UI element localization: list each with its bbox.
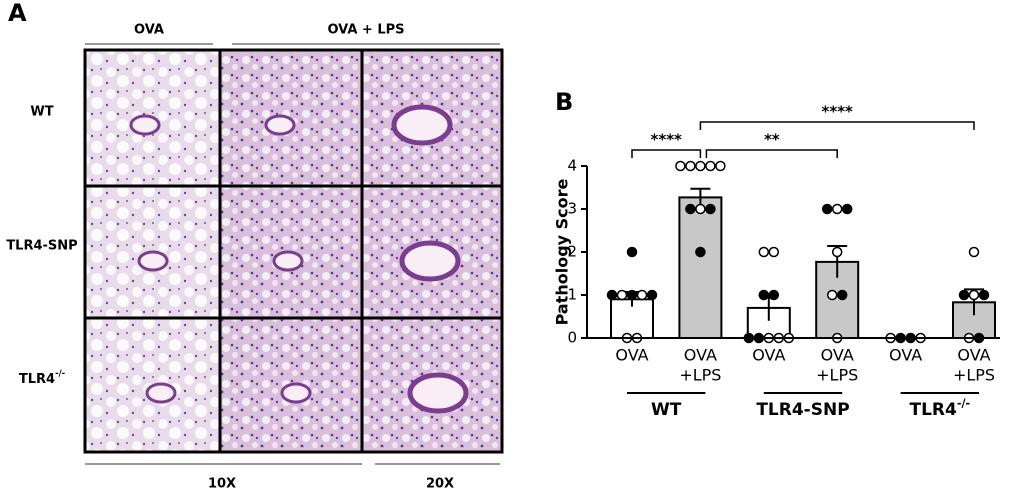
significance-label: **** [651, 131, 683, 149]
group-label-base: TLR4 [910, 400, 958, 420]
data-point [831, 246, 843, 258]
x-tick-label: OVA [889, 346, 922, 365]
y-tick-label: 1 [567, 286, 577, 304]
group-label: TLR4-SNP [756, 400, 849, 420]
y-tick-label: 3 [567, 200, 577, 218]
airway [129, 114, 161, 136]
data-point [695, 203, 706, 215]
data-point [705, 160, 716, 172]
x-tick-label: OVA [957, 346, 990, 365]
row-label-sup: -/- [55, 368, 66, 378]
airway [391, 104, 453, 146]
panel-label: A [8, 0, 27, 27]
data-point [958, 289, 970, 301]
data-point [758, 289, 770, 301]
image-grid-border [83, 48, 504, 454]
airway [407, 372, 469, 414]
airway [399, 240, 461, 282]
column-label: OVA [134, 23, 164, 38]
data-point [616, 289, 628, 301]
x-tick-label: OVA [615, 346, 648, 365]
row-label: WT [30, 105, 53, 120]
x-tick-label: OVA [684, 346, 717, 365]
column-label: OVA + LPS [327, 23, 404, 38]
data-point [968, 246, 980, 258]
airway [272, 250, 304, 272]
magnification-label: 10X [208, 477, 236, 492]
data-point [705, 203, 716, 215]
row-label-base: TLR4 [19, 372, 55, 387]
data-point [685, 203, 696, 215]
airway [145, 382, 177, 404]
data-point [836, 289, 848, 301]
data-point [695, 160, 706, 172]
panel-a: A OVA OVA + LPS WT TLR4-SNP TLR4-/- 10X 20X [6, 0, 504, 492]
data-point [606, 289, 618, 301]
significance-label: ** [764, 131, 780, 149]
group-label-sup: -/- [957, 397, 970, 410]
group-label: TLR4-/- [910, 397, 971, 420]
data-point [841, 203, 853, 215]
y-tick-label: 0 [567, 329, 577, 347]
row-label: TLR4-SNP [6, 239, 77, 254]
row-label: TLR4-/- [19, 368, 66, 387]
x-tick-label: +LPS [816, 366, 858, 385]
airway [137, 250, 169, 272]
data-point [695, 246, 706, 258]
y-axis-label: Pathology Score [553, 178, 572, 325]
data-point [826, 289, 838, 301]
x-tick-label: OVA [821, 346, 854, 365]
bar [678, 196, 723, 339]
x-tick-label: +LPS [953, 366, 995, 385]
data-point [626, 289, 638, 301]
data-point [978, 289, 990, 301]
data-point [715, 160, 726, 172]
magnification-label: 20X [426, 477, 454, 492]
panel-label: B [555, 88, 573, 116]
data-point [685, 160, 696, 172]
y-tick-label: 4 [567, 157, 577, 175]
airway [264, 114, 296, 136]
data-point [768, 246, 780, 258]
group-label: WT [651, 400, 682, 420]
y-tick-label: 2 [567, 243, 577, 261]
data-point [968, 289, 980, 301]
significance-bracket [705, 149, 838, 158]
significance-bracket [631, 149, 702, 158]
data-point [831, 203, 843, 215]
x-tick-label: +LPS [679, 366, 721, 385]
significance-label: **** [822, 103, 854, 121]
data-point [821, 203, 833, 215]
significance-bracket [699, 121, 975, 130]
airway [280, 382, 312, 404]
data-point [626, 246, 638, 258]
data-point [675, 160, 686, 172]
data-point [768, 289, 780, 301]
data-point [646, 289, 658, 301]
data-point [636, 289, 648, 301]
data-point [758, 246, 770, 258]
x-tick-label: OVA [752, 346, 785, 365]
